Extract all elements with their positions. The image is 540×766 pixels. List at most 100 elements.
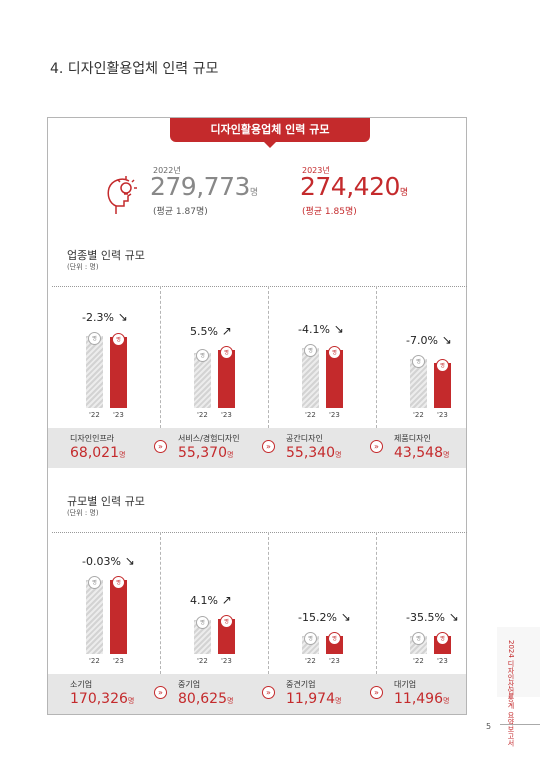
bar-label-2022: 명 <box>304 632 317 645</box>
page-number: 5 <box>486 722 492 731</box>
bar-2022 <box>194 353 211 408</box>
category-value: 43,548명 <box>394 445 450 461</box>
category-label: 중기업 <box>178 680 201 689</box>
chart2-divider <box>160 532 161 674</box>
category-label: 대기업 <box>394 680 417 689</box>
chart2-chevron-icon: » <box>154 686 167 699</box>
chart1-top-rule <box>52 286 467 287</box>
arrow-down-right-icon: ↘ <box>437 333 452 348</box>
year-label-23: '23 <box>329 411 340 419</box>
bar-2022 <box>194 620 211 654</box>
chart1-divider <box>160 286 161 428</box>
chart1-chevron-icon: » <box>370 440 383 453</box>
panel-banner: 디자인활용업체 인력 규모 <box>170 118 370 142</box>
total-2023: 274,420명 <box>300 172 408 201</box>
category-value: 55,340명 <box>286 445 342 461</box>
arrow-down-right-icon: ↘ <box>113 309 128 324</box>
bar-label-2022: 명 <box>88 576 101 590</box>
bar-2023 <box>218 619 235 654</box>
bar-label-2023: 명 <box>112 576 125 590</box>
year-label-23: '23 <box>437 411 448 419</box>
change-label: -4.1% ↘ <box>298 321 344 336</box>
change-label: -15.2% ↘ <box>298 610 351 624</box>
bar-label-2022: 명 <box>88 331 101 345</box>
change-label: -7.0% ↘ <box>406 333 452 348</box>
chart1-divider <box>376 286 377 428</box>
arrow-up-right-icon: ↗ <box>217 324 232 339</box>
category-label: 서비스/경험디자인 <box>178 434 240 443</box>
year-label-23: '23 <box>329 657 340 665</box>
arrow-down-right-icon: ↘ <box>444 610 459 624</box>
chart2-value-band <box>48 674 466 714</box>
chart2-divider <box>376 532 377 674</box>
bar-label-2023: 명 <box>220 615 233 629</box>
bar-label-2022: 명 <box>412 632 425 645</box>
bar-2022 <box>302 347 319 408</box>
arrow-down-right-icon: ↘ <box>120 554 135 569</box>
avg-2022: (평균 1.87명) <box>153 207 208 217</box>
year-label-22: '22 <box>89 411 100 419</box>
category-value: 11,974명 <box>286 691 342 707</box>
side-note: 2024 디자인산업통계 요약보고서 <box>507 640 515 747</box>
chart1-value-band <box>48 428 466 468</box>
year-label-22: '22 <box>197 657 208 665</box>
change-label: 5.5% ↗ <box>190 324 232 339</box>
avg-2023: (평균 1.85명) <box>302 207 357 217</box>
person-lightbulb-icon <box>107 176 137 214</box>
chart2-unit: (단위 : 명) <box>67 509 99 517</box>
arrow-down-right-icon: ↘ <box>329 321 344 336</box>
category-label: 디자인인프라 <box>70 434 115 443</box>
category-label: 제품디자인 <box>394 434 431 443</box>
bar-label-2023: 명 <box>220 346 233 360</box>
bar-2023 <box>110 580 127 654</box>
year-label-22: '22 <box>413 657 424 665</box>
year-label-23: '23 <box>437 657 448 665</box>
total-2022: 279,773명 <box>150 172 258 201</box>
year-label-22: '22 <box>305 657 316 665</box>
banner-pointer <box>264 142 276 148</box>
chart2-top-rule <box>52 532 467 533</box>
arrow-down-right-icon: ↘ <box>336 610 351 624</box>
bar-label-2023: 명 <box>436 632 449 645</box>
bar-label-2022: 명 <box>304 343 317 357</box>
bar-2022 <box>86 335 103 408</box>
category-value: 68,021명 <box>70 445 126 461</box>
year-label-23: '23 <box>221 657 232 665</box>
change-label: -35.5% ↘ <box>406 610 459 624</box>
year-2022: 2022년 <box>153 166 181 175</box>
category-value: 170,326명 <box>70 691 135 707</box>
year-label-23: '23 <box>113 411 124 419</box>
bar-2023 <box>110 337 127 408</box>
year-2023: 2023년 <box>302 166 330 175</box>
bar-label-2022: 명 <box>412 355 425 369</box>
bar-label-2023: 명 <box>328 632 341 645</box>
chart2-chevron-icon: » <box>262 686 275 699</box>
category-label: 소기업 <box>70 680 93 689</box>
chart2-divider <box>268 532 269 674</box>
year-label-23: '23 <box>113 657 124 665</box>
page-rule <box>500 724 540 725</box>
bar-label-2023: 명 <box>112 333 125 347</box>
year-label-22: '22 <box>305 411 316 419</box>
year-label-23: '23 <box>221 411 232 419</box>
category-value: 55,370명 <box>178 445 234 461</box>
arrow-up-right-icon: ↗ <box>217 593 232 608</box>
category-value: 11,496명 <box>394 691 450 707</box>
bar-label-2023: 명 <box>436 358 449 372</box>
bar-2023 <box>218 350 235 408</box>
chart1-title: 업종별 인력 규모 <box>67 249 145 262</box>
category-label: 중견기업 <box>286 680 316 689</box>
change-label: -2.3% ↘ <box>82 309 128 324</box>
bar-2023 <box>434 362 451 408</box>
change-label: -0.03% ↘ <box>82 554 135 569</box>
chart1-divider <box>268 286 269 428</box>
year-label-22: '22 <box>89 657 100 665</box>
chart2-chevron-icon: » <box>370 686 383 699</box>
bar-2022 <box>410 359 427 408</box>
chart2-title: 규모별 인력 규모 <box>67 495 145 508</box>
section-title: 4. 디자인활용업체 인력 규모 <box>50 61 219 77</box>
side-band <box>497 627 540 697</box>
chart1-unit: (단위 : 명) <box>67 263 99 271</box>
category-value: 80,625명 <box>178 691 234 707</box>
category-label: 공간디자인 <box>286 434 323 443</box>
